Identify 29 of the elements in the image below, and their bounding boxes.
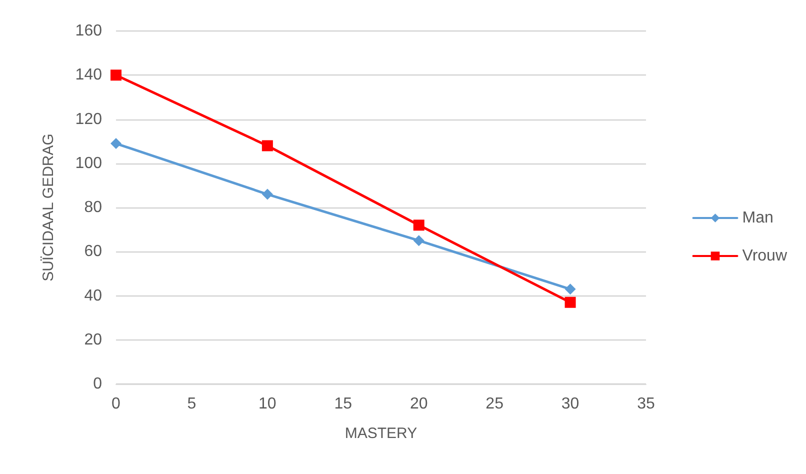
y-tick-label: 100	[75, 154, 102, 172]
point	[110, 138, 122, 150]
x-tick-label: 35	[637, 396, 655, 412]
point	[564, 296, 576, 308]
y-tick-label: 140	[75, 66, 102, 84]
x-tick-label: 30	[561, 396, 580, 412]
legend-label: Vrouw	[742, 248, 788, 264]
point	[564, 284, 576, 295]
y-tick-label: 0	[93, 376, 102, 392]
x-tick-label: 20	[410, 396, 428, 412]
x-axis-title: MASTERY	[344, 425, 418, 442]
x-tick-label: 25	[486, 396, 504, 412]
y-tick-label: 60	[84, 243, 102, 260]
x-tick-label: 10	[258, 396, 276, 412]
y-tick-label: 160	[75, 22, 102, 40]
y-tick-label: 80	[84, 199, 102, 216]
point	[413, 235, 424, 246]
y-tick-label: 40	[84, 287, 102, 304]
point	[413, 220, 424, 231]
y-axis-title: SUÏCIDAAL GEDRAG	[40, 134, 57, 282]
point	[262, 140, 273, 152]
x-tick-label: 0	[112, 396, 121, 412]
y-tick-label: 120	[75, 110, 102, 128]
x-tick-label: 15	[334, 396, 352, 412]
point	[262, 188, 273, 200]
point	[110, 70, 122, 81]
x-tick-label: 5	[187, 396, 196, 412]
legend-label: Man	[742, 210, 774, 226]
y-tick-label: 20	[84, 331, 102, 348]
